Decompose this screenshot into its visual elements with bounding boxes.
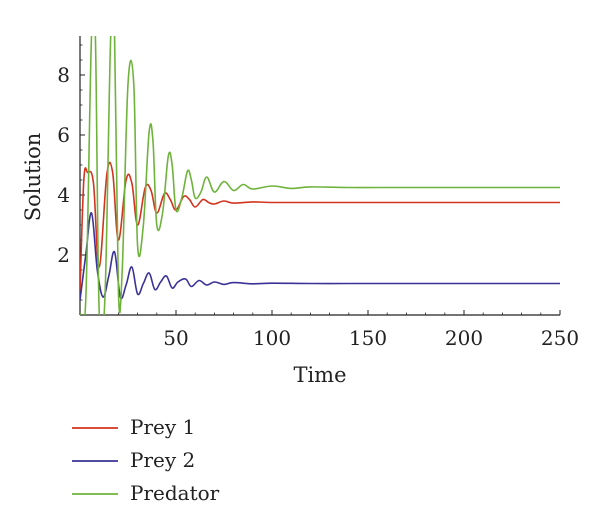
x-tick-label: 50 xyxy=(163,326,188,350)
y-tick-label: 2 xyxy=(57,243,70,267)
y-ticks: 2 4 6 8 xyxy=(57,44,85,301)
legend-label-prey-2: Prey 2 xyxy=(130,448,195,472)
series-line-predator xyxy=(80,36,560,315)
y-tick-label: 6 xyxy=(57,123,70,147)
x-ticks: 50 100 150 200 250 xyxy=(98,310,579,350)
x-tick-label: 200 xyxy=(445,326,483,350)
legend-label-prey-1: Prey 1 xyxy=(130,415,195,439)
x-axis-title: Time xyxy=(293,363,346,387)
legend: Prey 1 Prey 2 Predator xyxy=(72,415,220,505)
series-lines xyxy=(80,36,560,315)
series-line-prey-2 xyxy=(80,212,560,301)
series-line-prey-1 xyxy=(80,161,560,292)
y-tick-label: 4 xyxy=(57,183,70,207)
y-tick-label: 8 xyxy=(57,63,70,87)
x-tick-label: 250 xyxy=(541,326,579,350)
x-tick-label: 150 xyxy=(349,326,387,350)
legend-label-predator: Predator xyxy=(130,481,220,505)
axes: 50 100 150 200 250 2 4 6 8 xyxy=(57,36,579,350)
y-axis-title: Solution xyxy=(21,133,45,222)
x-tick-label: 100 xyxy=(253,326,291,350)
